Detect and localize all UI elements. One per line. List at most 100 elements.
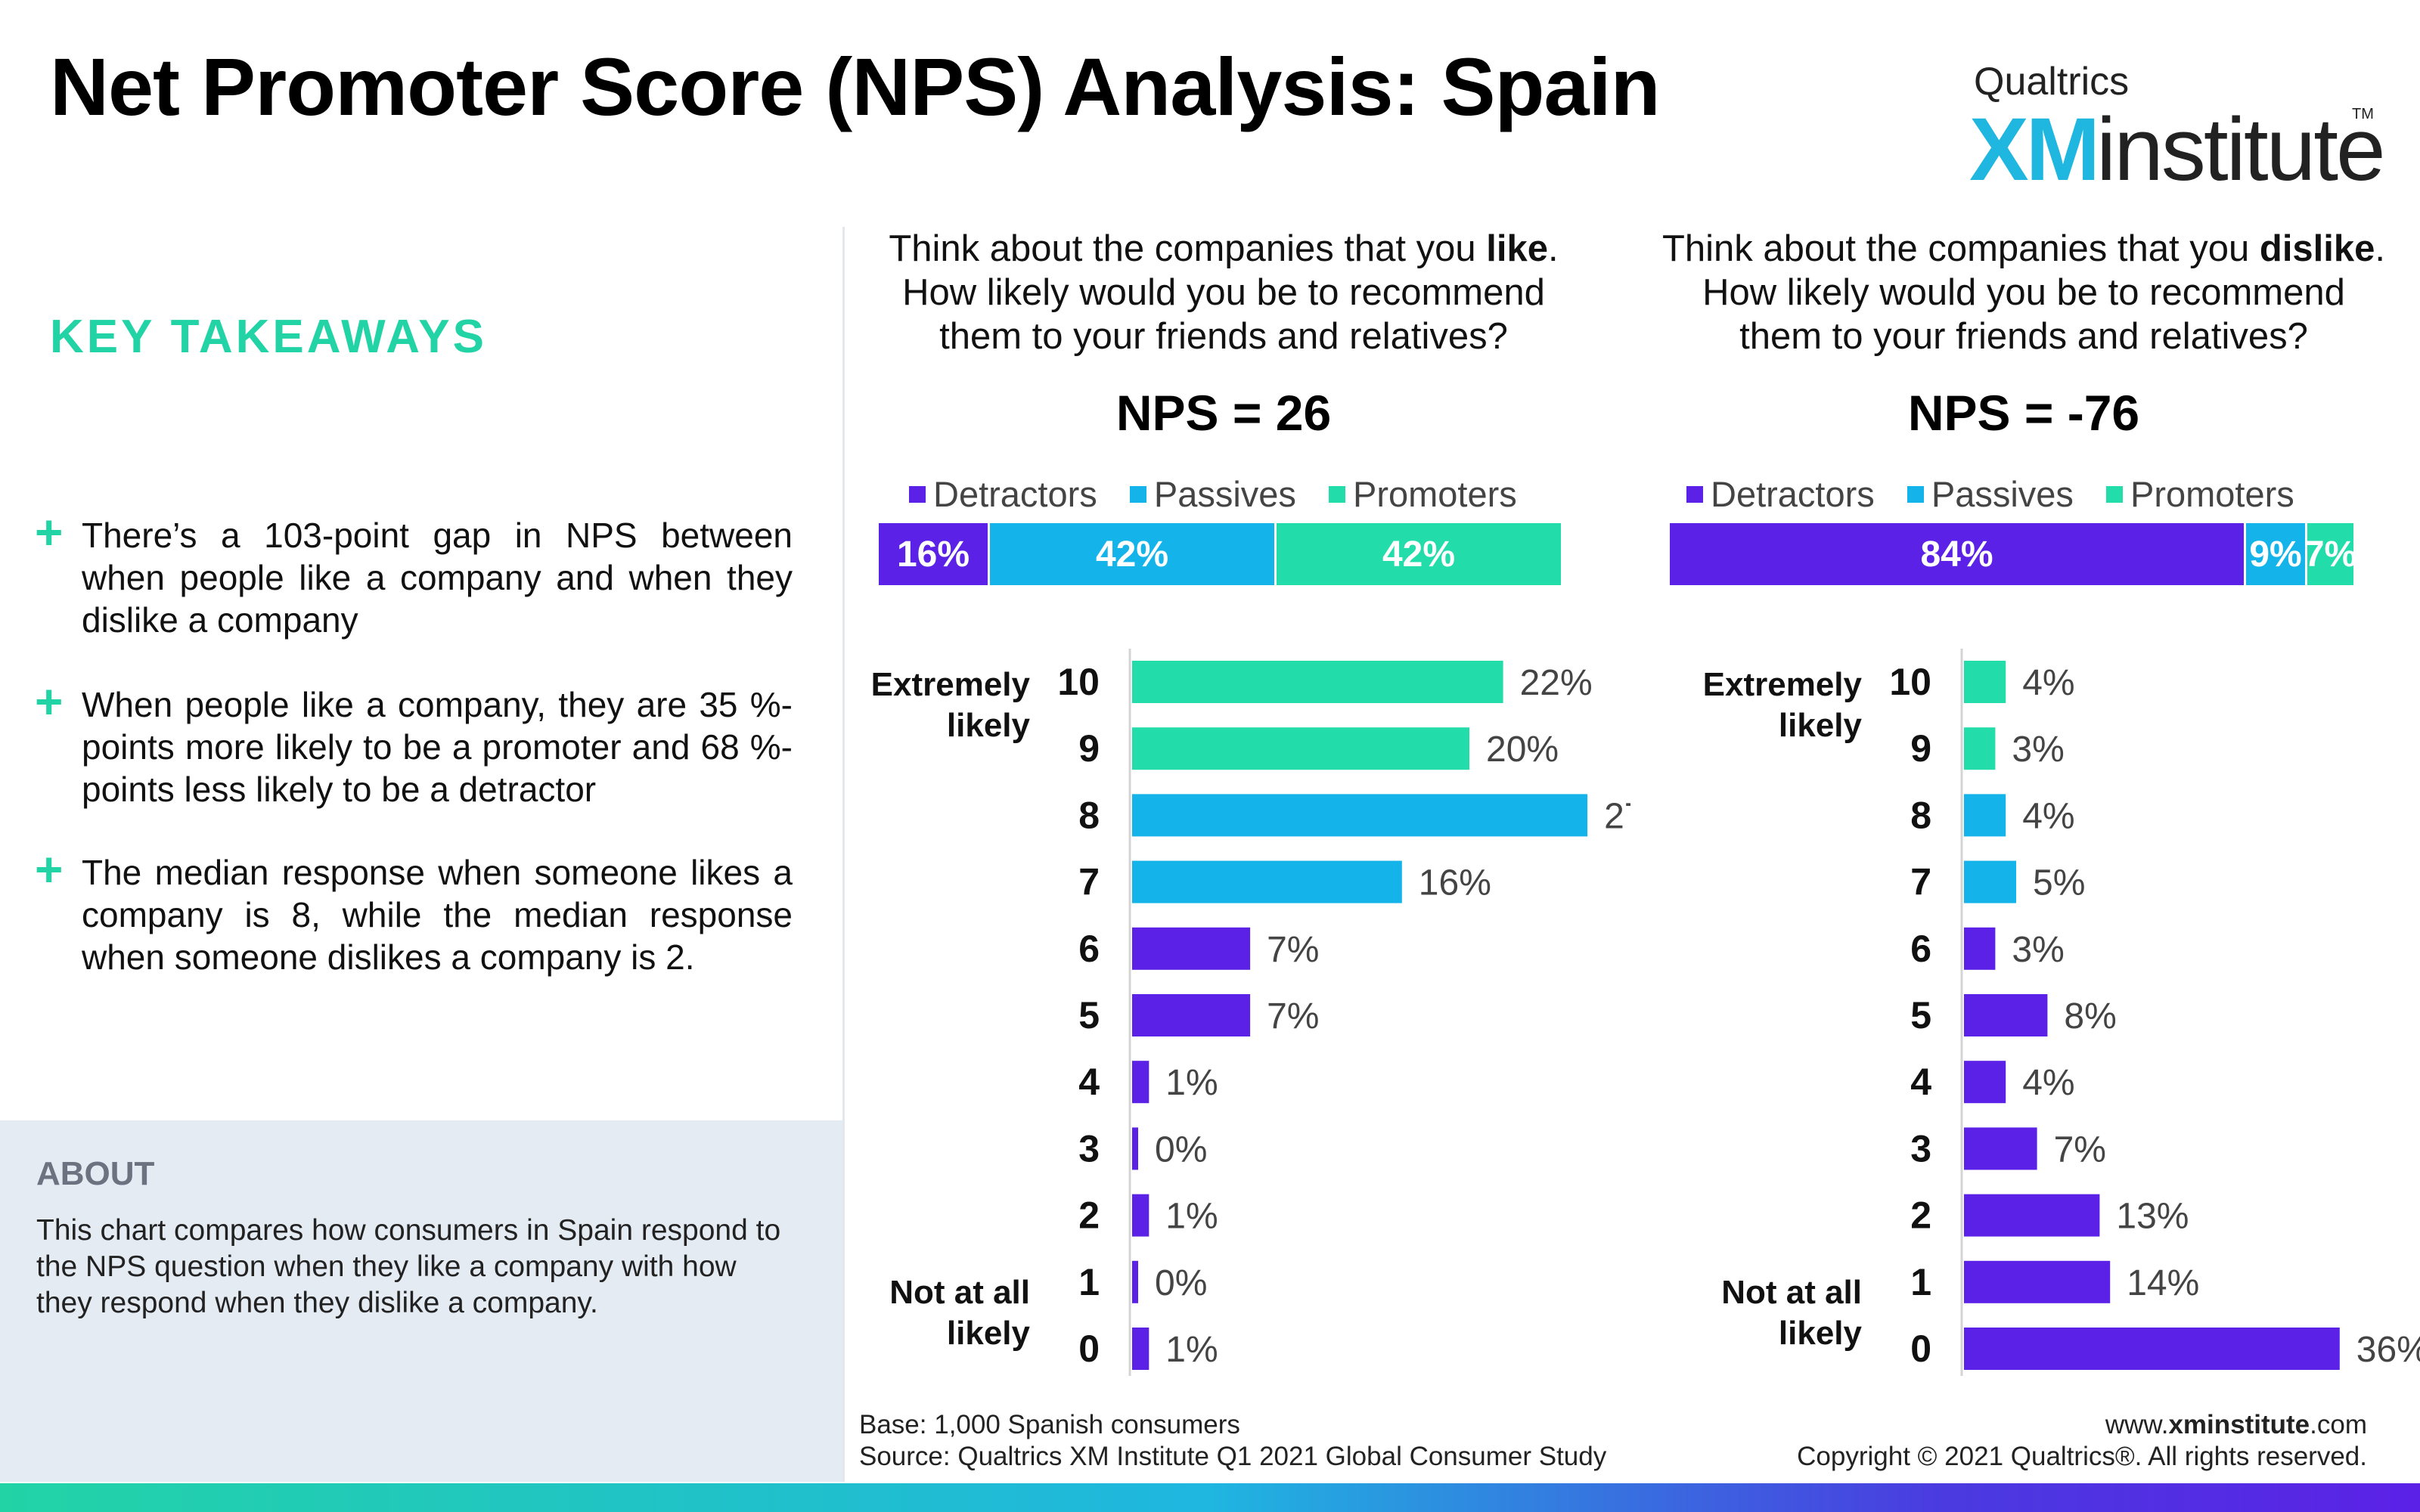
stacked-segment-promoters: 42%: [1274, 523, 1561, 585]
footer-base: Base: 1,000 Spanish consumers: [859, 1410, 1240, 1439]
tick-label-7: 7: [1078, 861, 1100, 903]
question-prefix: Think about the companies that you: [889, 228, 1487, 269]
tick-label-5: 5: [1078, 994, 1100, 1036]
bar-10: [1964, 661, 2006, 703]
about-text: This chart compares how consumers in Spa…: [36, 1214, 781, 1319]
legend-item-promoters: Promoters: [2105, 474, 2294, 514]
tick-label-7: 7: [1910, 861, 1931, 903]
question-emphasis: like: [1486, 228, 1549, 269]
top-anchor-label: Extremely likely: [871, 666, 1031, 744]
page-title: Net Promoter Score (NPS) Analysis: Spain: [50, 41, 1661, 132]
question-dislike: Think about the companies that you disli…: [1661, 228, 2386, 357]
tick-label-10: 10: [1889, 661, 1931, 703]
value-label-5: 8%: [2064, 996, 2116, 1036]
value-label-6: 7%: [1267, 930, 1319, 970]
bar-3: [1964, 1127, 2037, 1170]
value-label-1: 14%: [2127, 1263, 2199, 1303]
bar-6: [1132, 927, 1251, 970]
takeaway-item: There’s a 103-point gap in NPS between w…: [82, 516, 793, 640]
tick-label-2: 2: [1078, 1194, 1100, 1237]
tick-label-6: 6: [1910, 928, 1931, 970]
value-label-7: 16%: [1419, 863, 1491, 903]
bar-chart-dislike: 10 4% 9 3% 8 4% 7 5% 6 3% 5 8% 4 4% 3 7% 2 13% 1 14% 0 36% Ext…: [1703, 649, 2420, 1376]
bar-0: [1132, 1328, 1150, 1370]
tick-label-4: 4: [1078, 1061, 1100, 1103]
legend-item-passives: Passives: [1129, 474, 1296, 514]
legend-item-detractors: Detractors: [1686, 474, 1875, 514]
bar-3: [1132, 1127, 1138, 1170]
legend-swatch: [1129, 485, 1146, 503]
tick-label-9: 9: [1910, 727, 1931, 770]
logo-xm-text: XM: [1969, 100, 2100, 200]
stacked-segment-promoters: 7%: [2304, 523, 2356, 585]
bar-4: [1964, 1061, 2006, 1104]
nps-score-like: NPS = 26: [1115, 385, 1332, 441]
site-prefix: www.: [2105, 1410, 2169, 1439]
legend-item-promoters: Promoters: [1328, 474, 1517, 514]
bar-5: [1964, 994, 2048, 1036]
bar-1: [1132, 1260, 1138, 1303]
logo-brand-text: Qualtrics: [1974, 60, 2130, 104]
value-label-9: 3%: [2012, 730, 2064, 770]
stacked-segment-detractors: 16%: [879, 523, 988, 585]
value-label-6: 3%: [2012, 930, 2064, 970]
bar-2: [1964, 1194, 2100, 1237]
legend-label: Detractors: [933, 474, 1097, 514]
question-emphasis: dislike: [2259, 228, 2375, 269]
footer-source-text: Source: Qualtrics XM Institute Q1 2021 G…: [859, 1442, 1607, 1471]
logo-trademark: TM: [2352, 106, 2374, 122]
takeaway-item: When people like a company, they are 35 …: [82, 685, 793, 809]
value-label-0: 1%: [1165, 1330, 1218, 1370]
legend-like: Detractors Passives Promoters: [909, 473, 1540, 515]
tick-label-8: 8: [1078, 794, 1100, 836]
value-label-10: 4%: [2022, 663, 2074, 703]
tick-label-2: 2: [1910, 1194, 1931, 1237]
value-label-0: 36%: [2356, 1330, 2420, 1370]
bar-2: [1132, 1194, 1150, 1237]
top-anchor-label: Extremely likely: [1703, 666, 1863, 744]
footer-site-link[interactable]: www.xminstitute.com: [1797, 1409, 2367, 1441]
question-line: them to your friends and relatives?: [1739, 316, 2308, 357]
question-like: Think about the companies that you like.…: [889, 228, 1559, 357]
tick-label-4: 4: [1910, 1061, 1931, 1103]
stacked-bar-dislike: 84% 9% 7%: [1670, 523, 2356, 585]
tick-label-0: 0: [1078, 1328, 1100, 1370]
nps-score-dislike: NPS = -76: [1907, 385, 2140, 441]
value-label-8: 27%: [1604, 796, 1630, 836]
bar-7: [1132, 860, 1402, 903]
tick-label-9: 9: [1078, 727, 1100, 770]
value-label-8: 4%: [2022, 796, 2074, 836]
bar-9: [1964, 727, 1996, 770]
panel-divider: [842, 227, 845, 1482]
bar-chart-like: 10 22% 9 20% 8 27% 7 16% 6 7% 5 7% 4 1% 3 0% 2 1% 1 0% 0 1% Ex…: [871, 649, 1630, 1376]
plus-icon: +: [35, 842, 64, 897]
stacked-segment-detractors: 84%: [1670, 523, 2244, 585]
bar-0: [1964, 1328, 2340, 1370]
legend-swatch: [1686, 485, 1703, 503]
legend-swatch: [1907, 485, 1924, 503]
takeaway-item: The median response when someone likes a…: [82, 853, 793, 977]
tick-label-1: 1: [1078, 1261, 1100, 1303]
site-bold: xminstitute: [2168, 1410, 2310, 1439]
tick-label-3: 3: [1078, 1127, 1100, 1170]
legend-label: Passives: [1931, 474, 2074, 514]
tick-label-5: 5: [1910, 994, 1931, 1036]
bar-4: [1132, 1061, 1150, 1104]
value-label-2: 1%: [1165, 1197, 1218, 1237]
question-prefix: Think about the companies that you: [1661, 228, 2260, 269]
bottom-anchor-label: Not at all likely: [1721, 1274, 1862, 1352]
stacked-segment-passives: 42%: [988, 523, 1274, 585]
tick-label-6: 6: [1078, 928, 1100, 970]
value-label-10: 22%: [1520, 663, 1593, 703]
bar-6: [1964, 927, 1996, 970]
xm-institute-logo: Qualtrics XM institute TM: [1969, 54, 2386, 200]
value-label-4: 1%: [1165, 1063, 1218, 1103]
legend-label: Promoters: [2130, 474, 2294, 514]
bar-7: [1964, 860, 2016, 903]
stacked-segment-passives: 9%: [2244, 523, 2305, 585]
value-label-5: 7%: [1267, 996, 1319, 1036]
legend-swatch: [1328, 485, 1345, 503]
legend-swatch: [2105, 485, 2123, 503]
legend-item-detractors: Detractors: [909, 474, 1097, 514]
site-suffix: .com: [2310, 1410, 2367, 1439]
